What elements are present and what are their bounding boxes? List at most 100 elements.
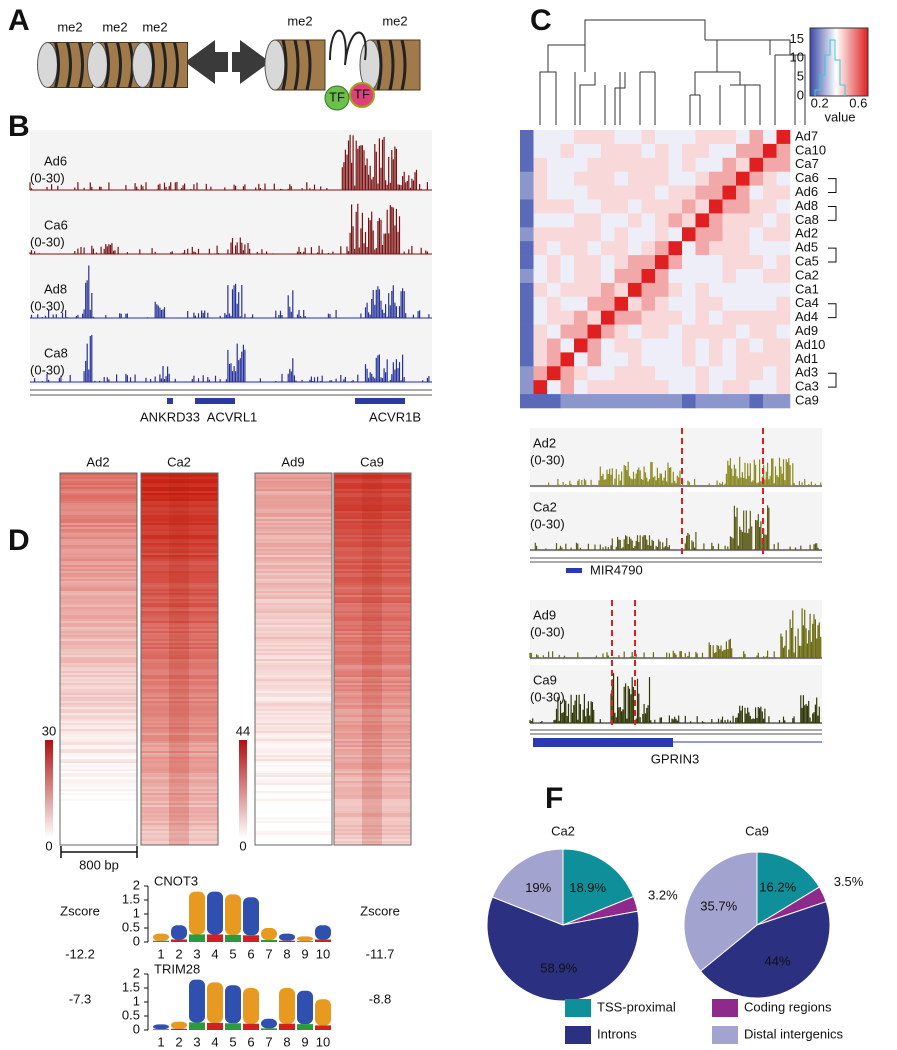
matrix-cell bbox=[722, 380, 737, 395]
matrix-cell bbox=[776, 352, 791, 367]
heat-row bbox=[255, 837, 332, 839]
heat-row bbox=[255, 829, 332, 831]
heat-row bbox=[334, 819, 411, 821]
gene bbox=[566, 568, 582, 573]
heat-row bbox=[255, 561, 332, 563]
matrix-cell bbox=[574, 310, 588, 325]
matrix-cell bbox=[601, 255, 615, 270]
heat-row bbox=[255, 779, 332, 781]
matrix-cell bbox=[560, 394, 575, 409]
matrix-cell bbox=[587, 171, 602, 186]
heat-row bbox=[60, 633, 137, 635]
dna-loop bbox=[329, 29, 367, 66]
heat-row bbox=[60, 615, 137, 617]
heat-row bbox=[334, 833, 411, 835]
matrix-cell bbox=[749, 241, 764, 256]
matrix-cell bbox=[749, 366, 764, 381]
zscore: -12.2 bbox=[65, 946, 95, 961]
matrix-cell bbox=[763, 213, 777, 228]
heat-row bbox=[255, 669, 332, 671]
heat-row bbox=[141, 705, 218, 707]
heat-row bbox=[255, 711, 332, 713]
logo-letter bbox=[297, 936, 313, 942]
heat-row bbox=[60, 639, 137, 641]
heat-row bbox=[334, 821, 411, 823]
heat-row bbox=[60, 679, 137, 681]
scale-bar-label: 800 bp bbox=[79, 857, 119, 872]
heat-row bbox=[334, 635, 411, 637]
heat-row bbox=[255, 547, 332, 549]
signal bbox=[548, 456, 822, 486]
heat-row bbox=[255, 491, 332, 493]
matrix-cell bbox=[628, 157, 642, 172]
heat-row bbox=[60, 699, 137, 701]
heat-row bbox=[141, 697, 218, 699]
heat-row bbox=[141, 835, 218, 837]
heat-row bbox=[255, 839, 332, 841]
heat-row bbox=[60, 739, 137, 741]
matrix-cell bbox=[722, 366, 737, 381]
heat-row bbox=[141, 737, 218, 739]
logo-letter bbox=[171, 925, 187, 940]
heat-row bbox=[255, 745, 332, 747]
dna-wrap bbox=[78, 42, 84, 88]
heat-row bbox=[255, 777, 332, 779]
heat-row bbox=[334, 699, 411, 701]
mark-label: me2 bbox=[287, 13, 312, 28]
heat-row bbox=[60, 605, 137, 607]
heat-row bbox=[60, 683, 137, 685]
matrix-cell bbox=[695, 394, 710, 409]
heat-row bbox=[334, 679, 411, 681]
matrix-cell bbox=[601, 213, 615, 228]
heat-row bbox=[255, 743, 332, 745]
pie-slice bbox=[491, 848, 564, 926]
matrix-cell bbox=[722, 227, 737, 242]
heat-row bbox=[141, 575, 218, 577]
logo-letter bbox=[297, 941, 313, 942]
track-range: (0-30) bbox=[530, 452, 565, 467]
heat-row bbox=[334, 531, 411, 533]
heat-row bbox=[141, 749, 218, 751]
sample-label: Ad6 bbox=[795, 184, 818, 199]
logo-xtick: 9 bbox=[301, 1034, 308, 1049]
matrix-cell bbox=[520, 213, 534, 228]
heat-row bbox=[141, 723, 218, 725]
heat-row bbox=[60, 793, 137, 795]
heat-row bbox=[255, 507, 332, 509]
heat-row bbox=[141, 809, 218, 811]
heat-row bbox=[255, 697, 332, 699]
heat-row bbox=[60, 663, 137, 665]
panel-letter: D bbox=[8, 524, 30, 557]
heat-row bbox=[255, 639, 332, 641]
logo-letter bbox=[189, 891, 205, 935]
logo-letter bbox=[315, 939, 331, 942]
heat-row bbox=[141, 513, 218, 515]
heat-row bbox=[255, 483, 332, 485]
matrix-cell bbox=[722, 157, 737, 172]
track-name: Ca9 bbox=[533, 672, 557, 687]
logo-ytick: 0.5 bbox=[122, 1007, 140, 1022]
matrix-cell bbox=[682, 366, 696, 381]
heat-row bbox=[255, 693, 332, 695]
heat-row bbox=[141, 645, 218, 647]
heat-row bbox=[60, 507, 137, 509]
heat-row bbox=[141, 577, 218, 579]
matrix-cell bbox=[547, 157, 561, 172]
logo-xtick: 4 bbox=[211, 1034, 218, 1049]
pair-bracket bbox=[828, 247, 837, 263]
heat-row bbox=[334, 563, 411, 565]
heat-row bbox=[334, 607, 411, 609]
matrix-cell bbox=[655, 213, 669, 228]
sample-label: Ca3 bbox=[795, 379, 819, 394]
matrix-cell bbox=[682, 296, 696, 311]
heat-row bbox=[334, 585, 411, 587]
heat-row bbox=[255, 641, 332, 643]
heat-row bbox=[334, 663, 411, 665]
key-hist bbox=[814, 39, 846, 96]
heat-row bbox=[141, 735, 218, 737]
heat-row bbox=[60, 613, 137, 615]
matrix-cell bbox=[574, 241, 588, 256]
pie-slice bbox=[486, 896, 640, 1002]
matrix-cell bbox=[736, 130, 750, 145]
matrix-cell bbox=[520, 296, 534, 311]
